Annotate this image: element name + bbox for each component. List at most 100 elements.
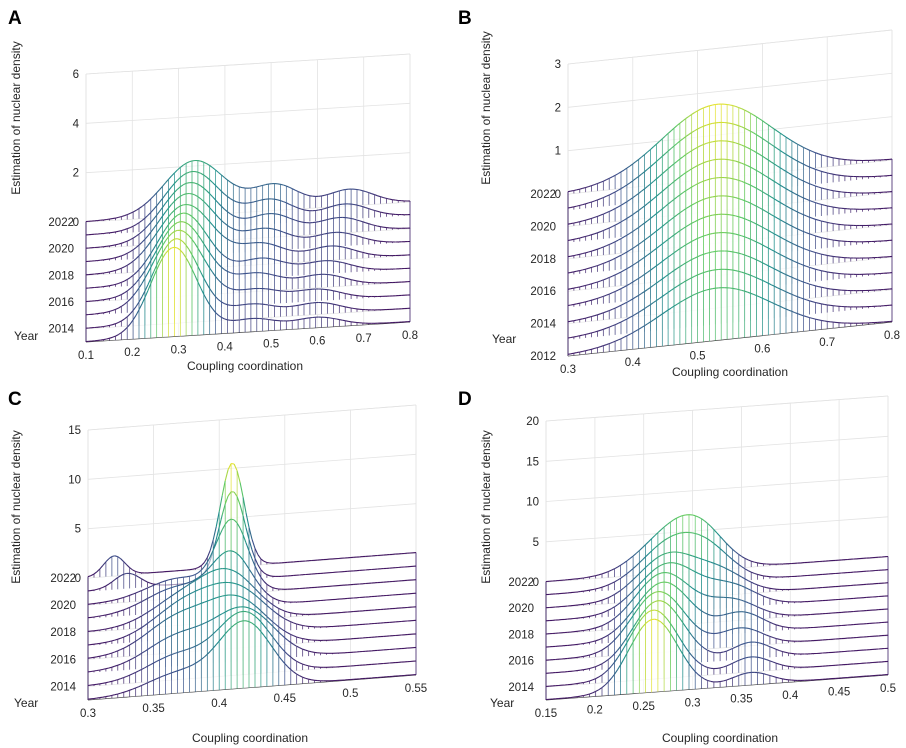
ridge-line-2015	[311, 651, 315, 653]
ridge-line-2014	[653, 282, 657, 286]
ridge-line-2020	[126, 239, 131, 242]
ridge-line-2012	[779, 305, 784, 309]
ridge-line-2018	[603, 245, 607, 248]
ridge-line-2016	[156, 244, 161, 251]
ridge-line-2020	[691, 148, 695, 152]
ridge-line-2016	[150, 627, 154, 631]
ridge-line-2021	[245, 527, 250, 540]
ridge-line-2019	[629, 214, 634, 217]
ridge-line-2019	[168, 204, 172, 209]
ridge-line-2017	[650, 232, 654, 237]
ridge-line-2016	[248, 600, 253, 604]
ridge-line-2020	[809, 183, 813, 186]
ridge-line-2021	[194, 171, 199, 173]
ridge-line-2019	[644, 203, 648, 207]
ridge-line-2017	[248, 589, 253, 594]
ridge-line-2013	[770, 284, 775, 287]
ridge-line-2014	[333, 303, 337, 306]
ridge-line-2020	[289, 217, 293, 220]
ridge-line-2015	[221, 282, 225, 286]
ridge-line-2022	[248, 527, 253, 540]
ridge-line-2021	[597, 198, 601, 201]
ridge-line-2018	[368, 253, 372, 255]
ridge-line-2021	[767, 141, 772, 145]
ridge-line-2016	[201, 601, 205, 604]
ridge-line-2013	[159, 257, 164, 264]
ridge-line-2012	[653, 317, 657, 321]
ridge-line-2013	[815, 301, 819, 304]
ridge-line-2012	[638, 327, 642, 330]
ridge-line-2013	[629, 315, 634, 318]
ridge-line-2018	[318, 246, 322, 249]
ridge-line-2021	[153, 205, 158, 210]
ridge-line-2020	[330, 217, 334, 220]
ridge-line-2018	[773, 198, 778, 202]
ridge-line-2016	[186, 607, 190, 610]
ridge-line-2013	[661, 293, 666, 297]
ridge-line-2015	[201, 622, 205, 626]
ridge-line-2014	[614, 306, 619, 309]
ridge-line-2012	[824, 320, 828, 322]
ridge-line-2022	[809, 149, 813, 153]
ridge-line-2016	[147, 260, 152, 267]
ridge-line-2017	[230, 259, 234, 262]
ridge-line-2021	[591, 200, 595, 203]
ridge-line-2017	[697, 200, 701, 203]
ridge-line-2013	[168, 247, 172, 251]
ridge-line-2016	[185, 222, 190, 226]
ridge-line-2017	[242, 586, 247, 589]
ridge-line-2020	[272, 587, 277, 590]
ridge-line-2013	[573, 335, 577, 338]
ridge-line-2020	[661, 170, 666, 175]
ridge-line-2014	[611, 307, 616, 310]
ridge-line-2017	[350, 264, 355, 267]
ridge-line-2022	[833, 157, 837, 159]
ridge-line-2021	[280, 200, 284, 203]
ridge-line-2016	[236, 595, 241, 598]
ridge-line-2017	[286, 261, 290, 264]
ridge-line-2020	[756, 152, 760, 155]
ridge-line-2018	[606, 243, 610, 247]
x-tick-label: 0.4	[625, 357, 642, 369]
ridge-line-2017	[141, 625, 146, 628]
ridge-line-2017	[207, 584, 211, 587]
ridge-line-2019	[815, 202, 819, 205]
ridge-line-2016	[614, 273, 619, 276]
ridge-line-2016	[738, 216, 742, 219]
ridge-line-2018	[117, 624, 121, 627]
ridge-line-2018	[588, 250, 592, 253]
ridge-line-2019	[150, 594, 154, 598]
ridge-line-2017	[626, 249, 631, 253]
ridge-line-2012	[620, 336, 625, 340]
ridge-line-2020	[753, 150, 757, 154]
ridge-line-2017	[653, 230, 657, 234]
ridge-line-2013	[788, 292, 793, 295]
ridge-line-2017	[290, 621, 294, 624]
ridge-line-2021	[694, 128, 698, 132]
ridge-line-2015	[827, 271, 831, 273]
ridge-line-2018	[803, 214, 807, 217]
ridge-line-2016	[268, 273, 272, 276]
ridge-line-2014	[706, 252, 710, 254]
ridge-line-2018	[800, 212, 804, 216]
ridge-line-2021	[623, 184, 628, 188]
ridge-line-2021	[594, 199, 598, 202]
ridge-line-2020	[141, 588, 145, 592]
ridge-line-2016	[123, 290, 128, 294]
ridge-line-2018	[132, 618, 136, 622]
ridge-line-2017	[277, 259, 281, 262]
ridge-line-2018	[703, 179, 707, 182]
ridge-line-2022	[750, 112, 754, 116]
ridge-line-2013	[632, 313, 636, 317]
ridge-line-2016	[222, 594, 226, 597]
ridge-line-2021	[138, 220, 143, 224]
ridge-line-2020	[791, 174, 796, 178]
ridge-line-2021	[129, 225, 134, 229]
ridge-line-2018	[747, 183, 751, 186]
ridge-line-2016	[585, 284, 589, 286]
ridge-line-2018	[691, 184, 695, 188]
ridge-line-2017	[183, 595, 187, 598]
ridge-line-2021	[144, 580, 148, 583]
ridge-line-2020	[324, 218, 328, 221]
ridge-line-2016	[239, 595, 244, 599]
